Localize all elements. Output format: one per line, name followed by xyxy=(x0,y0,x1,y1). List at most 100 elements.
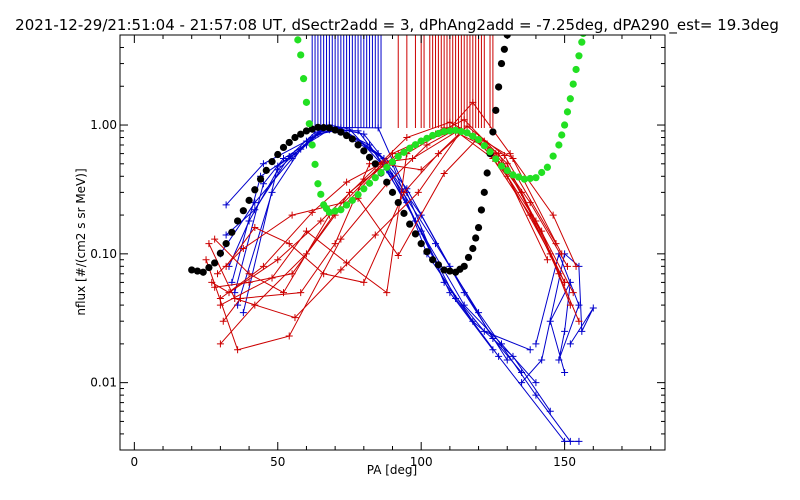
curve-point xyxy=(211,259,219,267)
y-tick-label: 1.00 xyxy=(90,118,117,132)
data-point xyxy=(495,352,503,360)
data-point xyxy=(216,340,224,348)
curve-point xyxy=(343,131,351,140)
curve-point xyxy=(500,45,508,53)
curve-point xyxy=(274,150,282,159)
data-point xyxy=(526,346,534,354)
data-point xyxy=(259,160,267,168)
curve-point xyxy=(239,207,247,215)
data-point xyxy=(354,127,362,135)
curve-point xyxy=(285,138,293,147)
curve-point xyxy=(457,127,465,136)
curve-point xyxy=(543,163,551,171)
curve-point xyxy=(515,173,523,181)
curve-point xyxy=(469,244,477,253)
data-point xyxy=(291,314,299,322)
data-point xyxy=(552,240,560,248)
data-point xyxy=(222,201,230,209)
data-point xyxy=(400,188,408,196)
curve-point xyxy=(566,95,574,103)
data-point xyxy=(589,304,597,312)
curve-point xyxy=(555,141,563,149)
curve-point xyxy=(262,166,270,174)
data-point xyxy=(234,346,242,354)
plot-frame xyxy=(119,34,666,451)
data-point xyxy=(440,278,448,286)
curve-point xyxy=(228,228,236,236)
curve-point xyxy=(388,188,397,196)
series-line xyxy=(211,121,566,294)
data-point xyxy=(268,274,276,282)
data-point xyxy=(251,206,259,214)
x-tick-label: 50 xyxy=(270,455,285,469)
data-point xyxy=(331,240,339,248)
curve-point xyxy=(291,133,299,142)
curve-point xyxy=(251,186,259,194)
curve-point xyxy=(572,65,580,74)
curve-point xyxy=(423,134,431,142)
data-point xyxy=(452,295,460,303)
curve-point xyxy=(434,129,442,138)
curve-point xyxy=(337,206,345,214)
curve-point xyxy=(503,166,511,175)
curve-point xyxy=(486,148,494,156)
curve-point xyxy=(477,206,486,214)
curve-point xyxy=(532,174,540,182)
curve-point xyxy=(411,230,420,238)
data-point xyxy=(543,256,551,264)
data-point xyxy=(274,162,282,170)
curve-point xyxy=(354,190,362,199)
curve-point xyxy=(348,196,356,204)
curve-point xyxy=(234,217,242,225)
curve-point xyxy=(354,141,362,149)
curve-point xyxy=(563,108,572,116)
y-tick-label: 0.01 xyxy=(90,376,117,390)
data-point xyxy=(480,327,488,335)
curve-point xyxy=(423,248,431,256)
data-point xyxy=(566,340,574,348)
curve-point xyxy=(400,148,408,156)
curve-point xyxy=(483,169,491,177)
data-point xyxy=(555,356,563,364)
curve-point xyxy=(411,141,420,149)
data-point xyxy=(337,266,345,274)
data-point xyxy=(239,245,247,253)
x-tick-label: 0 xyxy=(131,455,139,469)
curve-point xyxy=(492,155,500,163)
curve-point xyxy=(245,196,253,204)
data-point xyxy=(366,141,374,149)
data-point xyxy=(288,211,296,219)
data-point xyxy=(222,262,230,270)
curve-point xyxy=(365,153,374,161)
curve-point xyxy=(199,268,207,276)
curve-point xyxy=(337,128,345,136)
curve-point xyxy=(360,185,368,193)
x-axis-label: PA [deg] xyxy=(367,463,417,477)
curve-point xyxy=(377,168,385,177)
data-point xyxy=(371,231,379,239)
plot-area xyxy=(188,35,597,445)
curve-point xyxy=(578,38,586,46)
data-point xyxy=(208,278,216,286)
series-1 xyxy=(397,35,494,128)
curve-point xyxy=(480,188,488,196)
y-axis-label: nflux [#/(cm2 s sr MeV)] xyxy=(74,168,88,315)
curve-point xyxy=(311,160,319,168)
data-point xyxy=(575,317,583,325)
data-point xyxy=(216,301,224,309)
data-point xyxy=(532,340,540,348)
series-5 xyxy=(294,35,587,216)
curve-point xyxy=(495,83,503,91)
data-point xyxy=(222,231,230,239)
data-point xyxy=(500,152,508,160)
data-point xyxy=(211,235,219,243)
data-point xyxy=(214,270,222,278)
data-point xyxy=(561,327,569,335)
curve-point xyxy=(360,147,368,155)
curve-point xyxy=(222,240,230,248)
curve-point xyxy=(279,143,288,152)
data-point xyxy=(532,379,540,387)
x-tick-label: 150 xyxy=(553,455,576,469)
curve-point xyxy=(417,137,425,145)
curve-point xyxy=(509,171,517,179)
